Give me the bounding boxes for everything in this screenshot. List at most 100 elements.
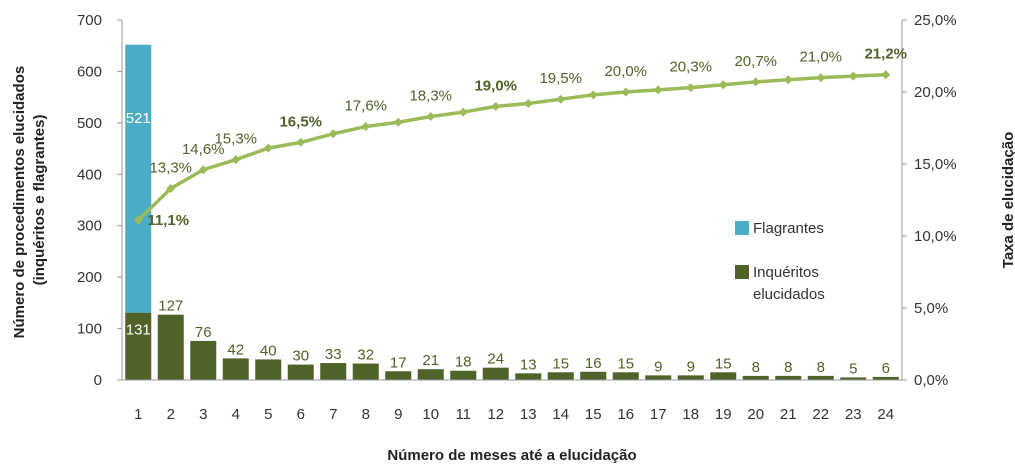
x-tick-label: 12 <box>487 406 504 423</box>
bar-inqueritos <box>352 363 379 380</box>
x-tick-label: 6 <box>297 406 305 423</box>
y2-tick-label: 0,0% <box>914 372 948 389</box>
rate-point <box>361 122 371 132</box>
y-axis-title-line-2: (inquéritos e flagrantes) <box>31 115 48 286</box>
x-tick-label: 4 <box>232 406 240 423</box>
bar-inqueritos <box>840 377 867 380</box>
bar-inqueritos <box>710 372 737 380</box>
y-tick-label: 100 <box>77 321 102 338</box>
x-tick-label: 5 <box>264 406 272 423</box>
rate-label: 16,5% <box>279 113 322 130</box>
bar-label-inqueritos: 5 <box>849 360 857 377</box>
x-tick-label: 11 <box>455 406 471 423</box>
x-tick-label: 21 <box>780 406 797 423</box>
rate-point <box>783 75 793 85</box>
y2-tick-label: 25,0% <box>914 12 957 29</box>
x-tick-label: 24 <box>877 406 894 423</box>
bar-label-inqueritos: 15 <box>617 355 634 372</box>
rate-label: 17,6% <box>344 98 387 115</box>
bar-inqueritos <box>612 372 639 380</box>
rate-point <box>458 107 468 117</box>
bar-label-inqueritos: 8 <box>784 359 792 376</box>
y2-tick-label: 10,0% <box>914 228 957 245</box>
bar-label-inqueritos: 33 <box>325 346 342 363</box>
bar-label-inqueritos: 8 <box>752 359 760 376</box>
rate-point <box>621 87 631 97</box>
y2-tick-label: 15,0% <box>914 156 957 173</box>
bar-label-flagrantes: 521 <box>126 110 151 127</box>
legend-swatch-inqueritos <box>735 265 749 279</box>
bar-label-inqueritos: 16 <box>585 355 602 372</box>
rate-point <box>881 70 891 80</box>
rate-line <box>137 72 886 222</box>
bar-label-inqueritos: 24 <box>487 351 504 368</box>
y2-tick-label: 5,0% <box>914 300 948 317</box>
bar-inqueritos <box>872 376 899 380</box>
bar-label-inqueritos: 131 <box>126 322 151 339</box>
bar-inqueritos <box>157 314 184 380</box>
x-tick-label: 18 <box>682 406 699 423</box>
rate-label: 19,5% <box>539 70 582 87</box>
x-tick-label: 22 <box>812 406 829 423</box>
legend-swatch-flagrantes <box>735 221 749 235</box>
bar-label-inqueritos: 127 <box>158 298 183 315</box>
bar-inqueritos <box>450 370 477 380</box>
rate-label: 14,6% <box>182 141 225 158</box>
x-tick-label: 20 <box>747 406 764 423</box>
bar-label-inqueritos: 15 <box>552 355 569 372</box>
bar-label-inqueritos: 40 <box>260 342 277 359</box>
x-tick-label: 1 <box>134 406 142 423</box>
rate-label: 20,7% <box>734 53 777 70</box>
bar-label-inqueritos: 13 <box>520 356 537 373</box>
x-axis-title: Número de meses até a elucidação <box>387 447 636 464</box>
bar-inqueritos <box>742 375 769 380</box>
bar-label-inqueritos: 9 <box>687 358 695 375</box>
y-axis-title: Número de procedimentos elucidados (inqu… <box>11 62 48 339</box>
rate-point <box>848 71 858 81</box>
x-tick-label: 13 <box>520 406 537 423</box>
rate-label: 15,3% <box>214 131 257 148</box>
rate-point <box>653 85 663 95</box>
rate-label: 18,3% <box>409 87 452 104</box>
y-tick-label: 200 <box>77 269 102 286</box>
legend-label-inqueritos-line-2: elucidados <box>753 286 825 303</box>
rate-point <box>328 129 338 139</box>
bar-inqueritos <box>190 340 217 380</box>
y2-axis-title: Taxa de elucidação <box>1000 132 1015 268</box>
x-tick-label: 10 <box>422 406 439 423</box>
bar-inqueritos <box>515 373 542 380</box>
ticks-layer: 1 2 3 4 5 6 7 8 9 10 11 12 13 14 15 16 17 18 19 20 21 22 23 240… <box>77 12 957 423</box>
rate-point <box>263 143 273 153</box>
rate-label: 13,3% <box>149 159 192 176</box>
rate-label: 20,3% <box>669 59 712 76</box>
rate-point <box>751 77 761 87</box>
bar-label-inqueritos: 6 <box>882 360 890 377</box>
rate-point <box>231 155 241 165</box>
bar-flagrantes <box>125 44 152 313</box>
y-tick-label: 300 <box>77 218 102 235</box>
bar-label-inqueritos: 9 <box>654 358 662 375</box>
bar-label-inqueritos: 17 <box>390 354 407 371</box>
rate-point <box>491 101 501 111</box>
y-tick-label: 600 <box>77 63 102 80</box>
rate-label: 21,2% <box>864 46 907 63</box>
rate-point <box>133 215 143 225</box>
bar-label-inqueritos: 42 <box>227 341 244 358</box>
x-tick-label: 23 <box>845 406 862 423</box>
bar-label-inqueritos: 30 <box>292 348 309 365</box>
bar-inqueritos <box>385 371 412 380</box>
rate-point <box>166 183 176 193</box>
rate-line-layer <box>133 70 891 225</box>
bar-inqueritos <box>125 312 152 380</box>
x-tick-label: 16 <box>617 406 634 423</box>
bar-label-inqueritos: 15 <box>715 355 732 372</box>
rate-point <box>426 111 436 121</box>
bar-inqueritos <box>775 375 802 380</box>
bar-inqueritos <box>645 375 672 380</box>
rate-point <box>588 90 598 100</box>
x-tick-label: 7 <box>329 406 337 423</box>
axes-layer <box>121 20 903 381</box>
legend: Flagrantes Inquéritos elucidados <box>735 220 825 303</box>
rate-point <box>816 73 826 83</box>
rate-point <box>198 165 208 175</box>
